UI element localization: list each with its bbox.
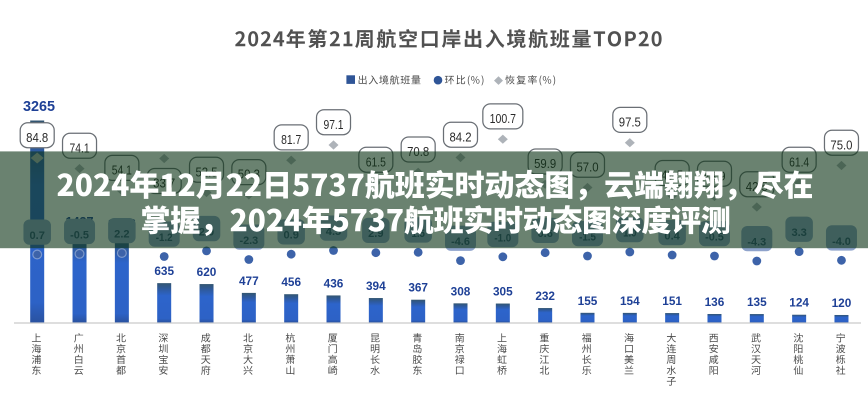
svg-text:75.0: 75.0 [830, 137, 852, 152]
svg-text:477: 477 [239, 274, 259, 288]
svg-text:456: 456 [281, 275, 301, 289]
svg-text:155: 155 [578, 294, 598, 308]
svg-text:305: 305 [493, 285, 513, 299]
svg-text:620: 620 [197, 265, 217, 279]
svg-text:135: 135 [747, 295, 767, 309]
svg-text:124: 124 [789, 296, 809, 310]
svg-text:84.2: 84.2 [449, 129, 471, 144]
svg-text:3265: 3265 [23, 99, 55, 115]
svg-text:97.5: 97.5 [619, 115, 641, 130]
svg-text:100.7: 100.7 [490, 111, 516, 126]
svg-text:97.1: 97.1 [323, 117, 343, 132]
svg-text:120: 120 [832, 296, 852, 310]
svg-text:635: 635 [154, 264, 174, 278]
svg-text:136: 136 [705, 295, 725, 309]
svg-text:154: 154 [620, 294, 640, 308]
svg-text:81.7: 81.7 [281, 132, 301, 147]
svg-text:151: 151 [662, 294, 682, 308]
svg-text:308: 308 [451, 284, 471, 298]
svg-text:84.8: 84.8 [26, 130, 48, 145]
svg-text:232: 232 [535, 289, 555, 303]
svg-text:394: 394 [366, 279, 386, 293]
svg-text:436: 436 [324, 276, 344, 290]
svg-text:367: 367 [408, 281, 428, 295]
